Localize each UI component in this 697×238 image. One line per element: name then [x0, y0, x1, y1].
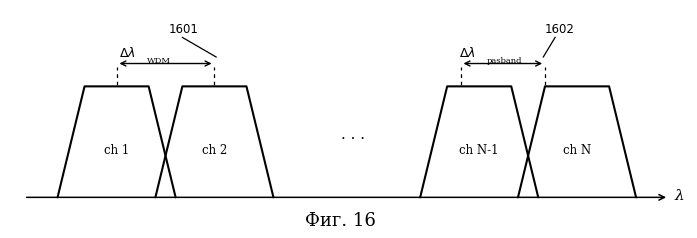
Text: pasband: pasband	[487, 57, 522, 65]
Text: 1601: 1601	[169, 23, 199, 36]
Text: Фиг. 16: Фиг. 16	[305, 212, 376, 230]
Text: $\Delta\lambda$: $\Delta\lambda$	[119, 46, 136, 60]
Text: λ: λ	[674, 189, 684, 203]
Text: ch 1: ch 1	[104, 144, 129, 157]
Text: ch 2: ch 2	[202, 144, 227, 157]
Text: WDM: WDM	[147, 57, 171, 65]
Text: . . .: . . .	[341, 128, 365, 142]
Text: ch N-1: ch N-1	[459, 144, 499, 157]
Text: 1602: 1602	[544, 23, 574, 36]
Text: ch N: ch N	[563, 144, 591, 157]
Text: $\Delta\lambda$: $\Delta\lambda$	[459, 46, 475, 60]
